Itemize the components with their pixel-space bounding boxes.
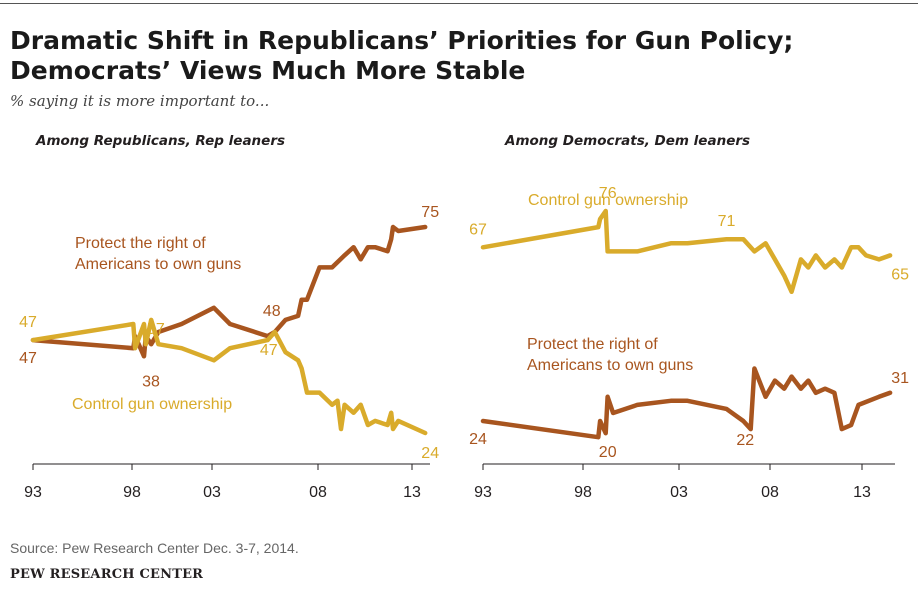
data-label: 57 — [147, 321, 165, 338]
top-rule — [0, 3, 918, 4]
panel-title-democrats: Among Democrats, Dem leaners — [505, 133, 751, 149]
x-tick-label: 98 — [123, 484, 141, 501]
x-tick-label: 13 — [853, 484, 871, 501]
data-label: 75 — [421, 204, 439, 221]
series-line-control — [30, 317, 428, 436]
series-name-label: Americans to own guns — [527, 357, 693, 374]
series-name-label: Americans to own guns — [75, 256, 241, 273]
x-tick-label: 03 — [203, 484, 221, 501]
series-line-protect — [480, 366, 893, 440]
series-line-control — [480, 208, 893, 295]
series-name-label: Protect the right of — [527, 336, 658, 353]
chart-subtitle: % saying it is more important to... — [10, 92, 270, 110]
x-tick-label: 03 — [670, 484, 688, 501]
chart-title: Dramatic Shift in Republicans’ Prioritie… — [10, 26, 794, 85]
x-tick-label: 93 — [24, 484, 42, 501]
x-tick-label: 98 — [574, 484, 592, 501]
series-name-label: Control gun ownership — [72, 396, 232, 413]
data-label: 20 — [599, 444, 617, 461]
data-label: 48 — [263, 303, 281, 320]
series-name-label: Protect the right of — [75, 235, 206, 252]
data-label: 65 — [891, 266, 909, 283]
x-tick-label: 13 — [403, 484, 421, 501]
panel-title-republicans: Among Republicans, Rep leaners — [36, 133, 286, 149]
data-label: 38 — [142, 373, 160, 390]
x-tick-label: 93 — [474, 484, 492, 501]
data-label: 47 — [19, 350, 37, 367]
data-label: 47 — [19, 314, 37, 331]
data-label: 24 — [421, 445, 439, 462]
x-tick-label: 08 — [761, 484, 779, 501]
source-note: Source: Pew Research Center Dec. 3-7, 20… — [10, 540, 299, 556]
organization-name: PEW RESEARCH CENTER — [10, 567, 204, 582]
data-label: 24 — [469, 431, 487, 448]
data-label: 47 — [260, 342, 278, 359]
data-label: 71 — [718, 213, 736, 230]
data-label: 31 — [891, 370, 909, 387]
series-name-label: Control gun ownership — [528, 192, 688, 209]
data-label: 76 — [599, 185, 617, 202]
data-label: 67 — [469, 221, 487, 238]
data-label: 22 — [736, 432, 754, 449]
x-tick-label: 08 — [309, 484, 327, 501]
